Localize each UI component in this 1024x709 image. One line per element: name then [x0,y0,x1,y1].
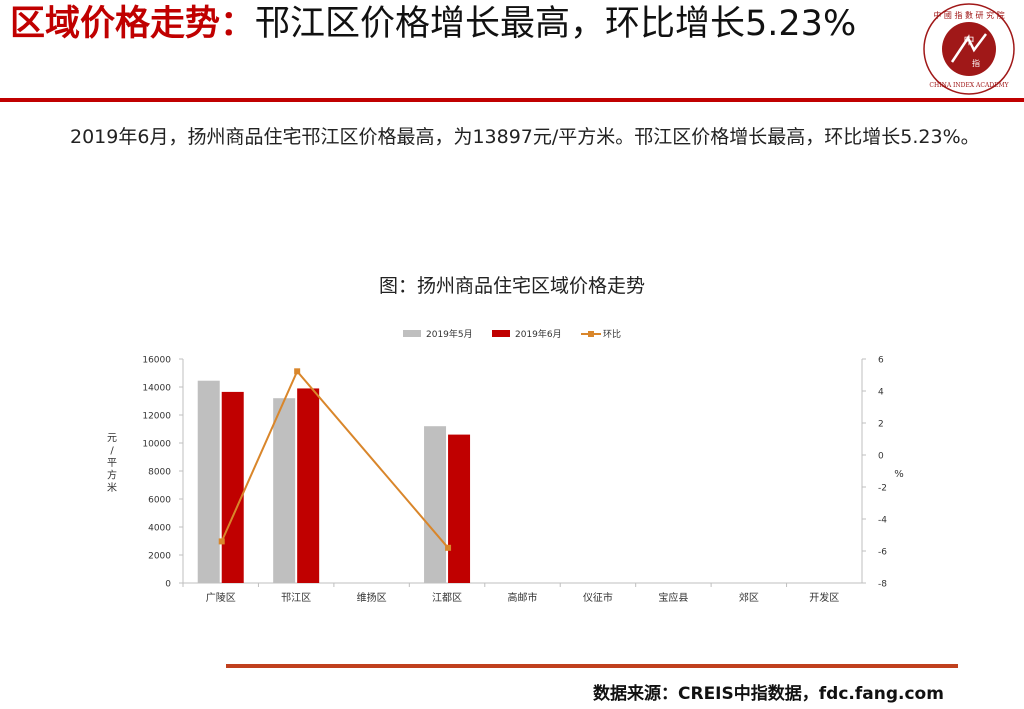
x-tick-label: 高邮市 [508,591,538,604]
x-tick-label: 广陵区 [206,592,236,604]
y2-tick-label: -6 [878,548,887,558]
page-title-rest: 邗江区价格增长最高，环比增长5.23% [255,4,857,44]
bar-2019-06 [221,391,244,583]
x-tick-label: 维扬区 [357,591,387,604]
y2-tick-label: 6 [878,356,884,366]
x-tick-label: 江都区 [432,592,462,604]
y-axis-label-char: 元 [107,433,117,444]
x-tick-label: 宝应县 [658,591,688,604]
y2-tick-label: 4 [878,388,884,398]
x-tick-label: 仪征市 [583,591,613,604]
y-axis-label-char: 平 [107,458,117,469]
y2-tick-label: -8 [878,580,887,590]
bar-2019-05 [197,380,220,583]
bar-2019-05 [424,426,447,583]
chart-title: 图：扬州商品住宅区域价格走势 [378,275,645,297]
summary-paragraph: 2019年6月，扬州商品住宅邗江区价格最高，为13897元/平方米。邗江区价格增… [30,116,1005,158]
legend-label-2019-05: 2019年5月 [426,328,473,340]
bar-2019-06 [448,434,471,583]
y2-tick-label: -2 [878,484,887,494]
logo-top-text: 中 國 指 數 研 究 院 [933,10,1004,20]
legend-swatch-2019-06 [492,330,510,337]
y-tick-label: 2000 [148,552,171,562]
mom-point [445,544,452,551]
logo-bottom-text: CHINA INDEX ACADEMY [929,82,1009,89]
y-tick-label: 0 [165,580,171,590]
legend-marker-mom [588,331,594,337]
mom-line [220,369,449,549]
summary-text: 2019年6月，扬州商品住宅邗江区价格最高，为13897元/平方米。邗江区价格增… [70,126,980,148]
y2-axis-label: % [894,469,904,480]
legend-label-2019-06: 2019年6月 [515,328,562,340]
y-axis-label-char: 方 [107,469,117,482]
y2-tick-label: 0 [878,452,884,462]
bar-2019-06 [297,388,320,583]
title-divider [0,98,1024,102]
x-tick-label: 邗江区 [281,592,311,604]
legend-label-mom: 环比 [603,328,621,340]
y-axis-label-char: 米 [107,481,117,494]
y2-tick-label: 2 [878,420,884,430]
mom-point [294,368,301,375]
china-index-academy-logo: 中 國 指 數 研 究 院 中 指 CHINA INDEX ACADEMY [923,3,1015,95]
footer-divider [226,664,958,668]
legend-swatch-2019-05 [403,330,421,337]
mom-point [218,538,225,545]
y-tick-label: 14000 [142,384,171,394]
x-tick-label: 郊区 [739,591,759,604]
y2-tick-label: -4 [878,516,887,526]
y-tick-label: 10000 [142,440,171,450]
x-tick-label: 开发区 [809,591,839,604]
logo-center-top: 中 [964,34,975,47]
page-title: 区域价格走势：邗江区价格增长最高，环比增长5.23% [10,2,910,46]
page-title-highlight: 区域价格走势： [10,4,256,44]
y-tick-label: 8000 [148,468,171,478]
logo-center-bottom: 指 [972,58,980,68]
y-tick-label: 12000 [142,412,171,422]
y-tick-label: 4000 [148,524,171,534]
data-source: 数据来源：CREIS中指数据，fdc.fang.com [593,684,944,704]
y-axis-label-char: / [110,446,114,457]
y-tick-label: 6000 [148,496,171,506]
y-tick-label: 16000 [142,356,171,366]
bar-2019-05 [273,398,296,583]
